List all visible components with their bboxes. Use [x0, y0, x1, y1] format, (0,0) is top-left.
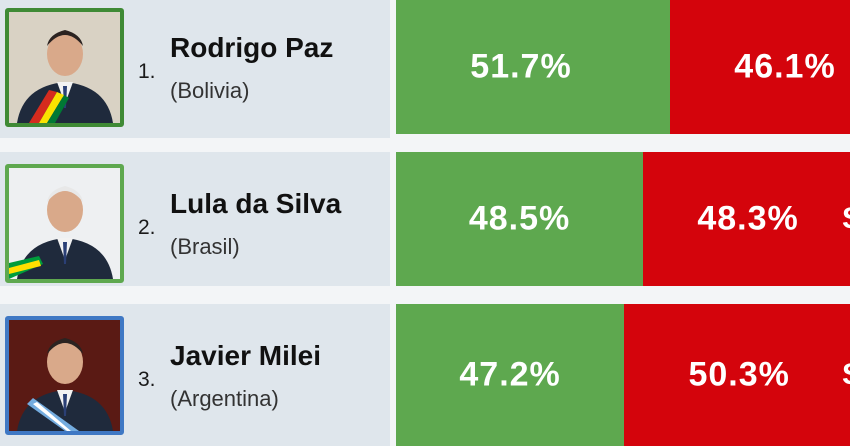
rank-number: 3.: [138, 368, 156, 391]
disapprove-value-label: 50.3%: [688, 355, 790, 394]
disapprove-bar: 46.1%: [670, 0, 850, 134]
rank-number: 2.: [138, 216, 156, 239]
leader-name: Javier Milei: [170, 340, 321, 371]
leader-name: Rodrigo Paz: [170, 32, 334, 63]
approve-bar: 48.5%: [396, 152, 644, 286]
leader-info-panel: 3. Javier Milei (Argentina): [0, 304, 390, 446]
approve-bar: 51.7%: [396, 0, 670, 134]
approve-value-label: 48.5%: [468, 199, 571, 238]
cropped-label-char: S: [842, 358, 850, 392]
leader-info-panel: 1. Rodrigo Paz (Bolivia): [0, 0, 390, 138]
leader-photo: [5, 316, 124, 435]
approve-value-label: 47.2%: [459, 355, 561, 394]
rank-number: 1.: [138, 60, 156, 83]
disapprove-bar: 50.3% S: [624, 304, 850, 446]
leader-photo: [5, 8, 124, 127]
disapprove-value-label: 48.3%: [697, 199, 799, 238]
leader-name: Lula da Silva: [170, 188, 342, 219]
leader-row: 3. Javier Milei (Argentina) 47.2% 50.3% …: [0, 304, 850, 446]
leader-info-panel: 2. Lula da Silva (Brasil): [0, 152, 390, 286]
leader-row: 1. Rodrigo Paz (Bolivia) 51.7% 46.1%: [0, 0, 850, 138]
cropped-label-char: S: [842, 202, 850, 236]
disapprove-value-label: 46.1%: [734, 47, 836, 86]
approve-value-label: 51.7%: [470, 47, 572, 86]
leader-row: 2. Lula da Silva (Brasil) 48.5% 48.3% S: [0, 152, 850, 286]
leader-country: (Argentina): [170, 386, 279, 411]
leader-photo: [5, 164, 124, 283]
leader-country: (Brasil): [170, 234, 240, 259]
approve-bar: 47.2%: [396, 304, 625, 446]
disapprove-bar: 48.3% S: [643, 152, 850, 286]
leader-country: (Bolivia): [170, 78, 250, 103]
